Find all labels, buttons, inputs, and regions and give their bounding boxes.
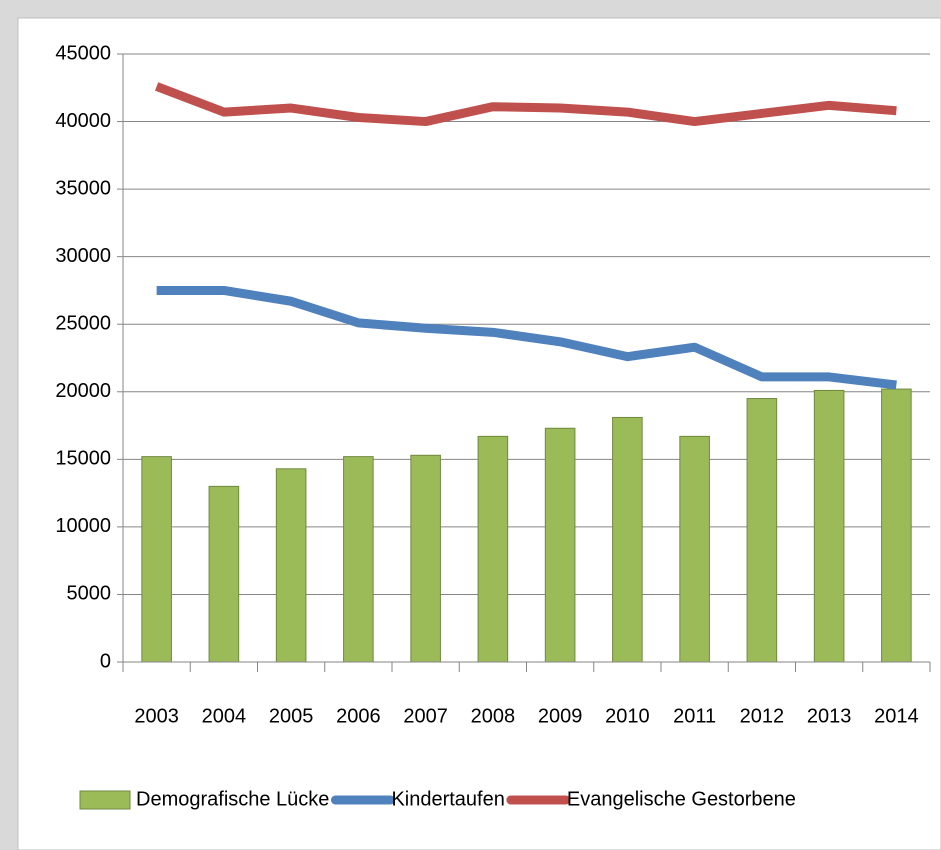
y-tick-label: 5000	[67, 583, 112, 605]
x-tick-label: 2014	[874, 705, 919, 727]
y-tick-label: 40000	[55, 110, 111, 132]
x-tick-label: 2009	[538, 705, 583, 727]
y-tick-label: 10000	[55, 515, 111, 537]
y-tick-label: 30000	[55, 245, 111, 267]
legend-label: Kindertaufen	[391, 788, 504, 810]
x-tick-label: 2012	[740, 705, 785, 727]
x-tick-label: 2007	[403, 705, 448, 727]
bar	[679, 435, 710, 663]
y-tick-label: 0	[100, 650, 111, 672]
y-tick-label: 45000	[55, 42, 111, 64]
legend-label: Evangelische Gestorbene	[567, 788, 796, 810]
x-tick-label: 2003	[134, 705, 179, 727]
x-tick-label: 2008	[471, 705, 516, 727]
x-tick-label: 2004	[202, 705, 247, 727]
bar	[612, 416, 643, 663]
x-tick-label: 2013	[807, 705, 852, 727]
bar	[208, 485, 240, 663]
bar	[477, 435, 509, 663]
bar	[410, 454, 441, 663]
x-tick-label: 2010	[605, 705, 650, 727]
legend-swatch	[79, 790, 131, 810]
line	[156, 285, 897, 390]
bar	[343, 456, 374, 663]
legend-label: Demografische Lücke	[136, 788, 329, 810]
x-tick-label: 2011	[673, 705, 716, 727]
bar	[544, 427, 576, 663]
bar	[746, 398, 778, 663]
bar	[813, 389, 845, 663]
x-tick-label: 2006	[336, 705, 381, 727]
y-tick-label: 20000	[55, 380, 111, 402]
y-tick-label: 35000	[55, 177, 111, 199]
line	[155, 82, 897, 127]
y-tick-label: 25000	[55, 313, 111, 335]
bar	[881, 388, 912, 663]
bar	[275, 468, 307, 663]
chart-panel	[17, 17, 941, 850]
y-tick-label: 15000	[55, 448, 111, 470]
bar	[141, 456, 172, 663]
x-tick-label: 2005	[269, 705, 314, 727]
